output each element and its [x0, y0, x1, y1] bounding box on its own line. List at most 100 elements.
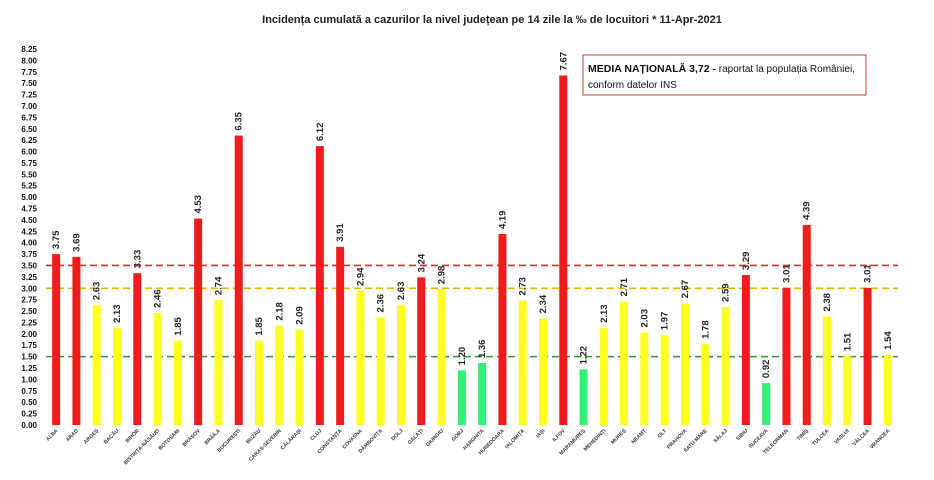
value-label: 2.13 [599, 304, 610, 323]
y-tick-label: 2.75 [21, 296, 37, 305]
y-tick-label: 3.50 [21, 261, 37, 270]
bar [336, 246, 345, 425]
bar [255, 340, 263, 425]
bar [194, 218, 203, 425]
value-label: 2.13 [112, 304, 123, 323]
bar [620, 301, 629, 425]
x-tick-label: SĂLAJ [712, 427, 729, 444]
y-tick-label: 6.50 [21, 125, 37, 134]
bar [295, 329, 304, 425]
value-label: 2.03 [639, 309, 650, 328]
bar [762, 383, 771, 425]
bar [843, 356, 852, 425]
y-tick-label: 4.75 [21, 205, 37, 214]
value-label: 7.67 [558, 52, 569, 71]
value-label: 2.67 [680, 280, 691, 299]
value-label: 2.98 [437, 266, 448, 285]
bar [457, 370, 466, 425]
annotation-line-1: MEDIA NAȚIONALĂ 3,72 - raportat la popul… [588, 62, 855, 75]
x-tick-label: BUZĂU [245, 427, 263, 445]
x-tick-label: OLT [657, 428, 669, 440]
y-axis: 0.00 0.25 0.50 0.75 1.00 1.25 1.50 1.75 2.00 2.25… [21, 45, 37, 430]
value-label: 2.74 [213, 276, 224, 295]
y-tick-label: 1.75 [21, 341, 37, 350]
bar [478, 363, 487, 425]
x-tick-label: BRAȘOV [182, 428, 202, 448]
bar [52, 254, 61, 425]
x-tick-label: IALOMIȚA [504, 428, 526, 450]
value-label: 2.09 [295, 306, 306, 325]
threshold-lines [46, 264, 898, 358]
x-tick-label: TULCEA [811, 428, 830, 447]
value-label: 6.35 [234, 111, 245, 130]
value-label: 3.69 [71, 233, 82, 252]
bar [113, 327, 121, 425]
y-tick-label: 7.25 [21, 91, 37, 100]
x-tick-label: CĂLĂRAȘI [279, 427, 303, 451]
bar [518, 300, 527, 425]
value-label: 2.73 [518, 277, 529, 296]
value-label: 4.39 [802, 201, 813, 220]
bar [599, 327, 608, 425]
bar [823, 316, 831, 425]
bar [741, 275, 750, 425]
bar [214, 300, 223, 425]
y-tick-label: 8.00 [21, 56, 37, 65]
bar [701, 343, 710, 425]
annotation-border [582, 54, 867, 96]
value-label: 6.12 [315, 123, 326, 142]
x-tick-label: ALBA [45, 428, 60, 443]
bar [539, 318, 547, 425]
x-tick-label: ARAD [65, 428, 80, 443]
bar [417, 277, 426, 425]
x-tick-label: VÂLCEA [851, 427, 871, 447]
bar [153, 312, 162, 425]
x-tick-label: BRĂILA [203, 427, 222, 446]
value-label: 2.63 [92, 282, 103, 301]
y-tick-label: 4.25 [21, 227, 37, 236]
value-label: 3.33 [132, 250, 143, 269]
value-label: 1.20 [457, 347, 468, 366]
value-label: 1.54 [883, 331, 894, 350]
value-label: 1.78 [700, 320, 711, 339]
bar [660, 335, 669, 425]
x-tick-label: ARGEȘ [83, 428, 101, 446]
value-label: 4.53 [193, 195, 204, 214]
y-tick-label: 0.00 [21, 421, 37, 430]
value-label: 3.24 [416, 253, 427, 272]
value-label: 0.92 [761, 360, 772, 379]
value-label: 1.97 [660, 312, 671, 331]
x-tick-label: BISTRIȚA-NĂSĂUD [122, 427, 161, 466]
value-label: 3.91 [335, 223, 346, 242]
bar [559, 75, 568, 426]
bar [883, 354, 892, 425]
x-tick-label: GIURGIU [425, 428, 445, 448]
x-axis-labels: ALBA ARAD ARGEȘ BACĂU BIHORBISTRIȚA-NĂSĂUDBO… [45, 427, 891, 466]
bar [863, 287, 872, 425]
bar [640, 332, 649, 425]
value-label: 3.01 [781, 264, 792, 283]
x-tick-label: SIBIU [735, 428, 749, 442]
y-tick-label: 7.00 [21, 102, 37, 111]
annotation-bold: MEDIA NAȚIONALĂ 3,72 - [588, 62, 716, 75]
x-tick-label: GALAȚI [407, 428, 425, 446]
bar [498, 234, 507, 425]
x-tick-label: VRANCEA [869, 428, 892, 451]
bar [782, 287, 791, 425]
x-tick-label: TIMIȘ [796, 428, 810, 442]
value-label: 4.19 [497, 211, 508, 230]
x-tick-label: IAȘI [535, 428, 547, 440]
y-tick-label: 5.75 [21, 159, 37, 168]
bar [72, 256, 81, 425]
value-label: 2.94 [355, 267, 366, 286]
y-tick-label: 3.00 [21, 284, 37, 293]
bar [315, 146, 324, 426]
annotation-text-1: raportat la populația României, [716, 64, 855, 75]
y-tick-label: 4.00 [21, 239, 37, 248]
value-label: 3.29 [741, 252, 752, 271]
value-label: 2.38 [822, 293, 833, 312]
value-label: 1.85 [173, 316, 184, 335]
y-tick-label: 3.75 [21, 250, 37, 259]
value-label: 2.59 [721, 283, 732, 302]
